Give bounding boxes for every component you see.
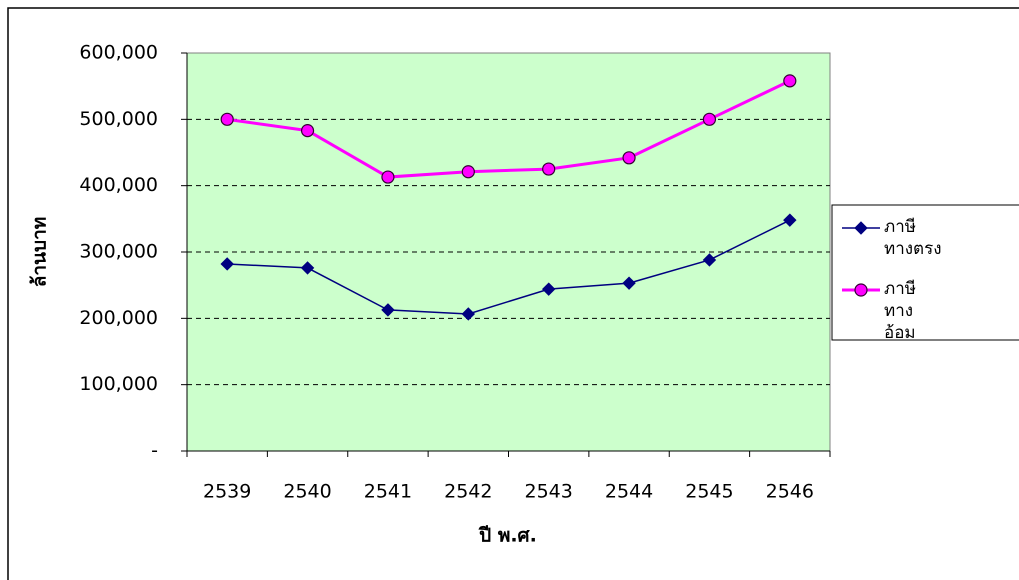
legend-label: ภาษีทางตรง <box>884 217 942 259</box>
y-tick-label: - <box>151 440 158 462</box>
x-tick-label: 2541 <box>364 481 412 503</box>
series-line <box>226 79 791 179</box>
data-point <box>702 253 717 267</box>
y-tick-label: 500,000 <box>79 108 158 130</box>
data-point <box>300 261 315 275</box>
plot-area <box>186 52 831 452</box>
y-tick-label: 400,000 <box>79 174 158 196</box>
y-tick-label: 300,000 <box>79 241 158 263</box>
data-point <box>622 151 636 165</box>
x-tick-label: 2540 <box>283 481 331 503</box>
y-tick-label: 100,000 <box>79 373 158 395</box>
data-point <box>381 170 395 184</box>
data-point <box>541 282 556 296</box>
y-tick-label: 200,000 <box>79 307 158 329</box>
y-axis-title: ล้านบาท <box>29 217 51 288</box>
x-tick-label: 2544 <box>605 481 653 503</box>
data-point <box>783 213 797 227</box>
data-point <box>542 162 556 176</box>
data-point <box>702 112 717 126</box>
x-tick-label: 2543 <box>525 481 573 503</box>
data-point <box>783 74 797 88</box>
data-point <box>220 257 234 271</box>
x-tick-label: 2545 <box>685 481 733 503</box>
legend-marker <box>854 221 868 235</box>
data-point <box>622 276 636 290</box>
data-point <box>461 307 476 321</box>
legend-label: ภาษีทางอ้อม <box>884 279 916 343</box>
y-tick-label: 600,000 <box>79 42 158 64</box>
data-point <box>220 112 234 126</box>
data-point <box>381 303 395 317</box>
x-tick-label: 2546 <box>766 481 814 503</box>
x-axis-title: ปี พ.ศ. <box>478 525 536 547</box>
x-tick-label: 2542 <box>444 481 492 503</box>
x-tick-label: 2539 <box>203 481 251 503</box>
series-line <box>227 219 791 315</box>
data-point <box>461 165 475 179</box>
data-point <box>300 124 315 138</box>
legend-marker <box>854 283 868 297</box>
